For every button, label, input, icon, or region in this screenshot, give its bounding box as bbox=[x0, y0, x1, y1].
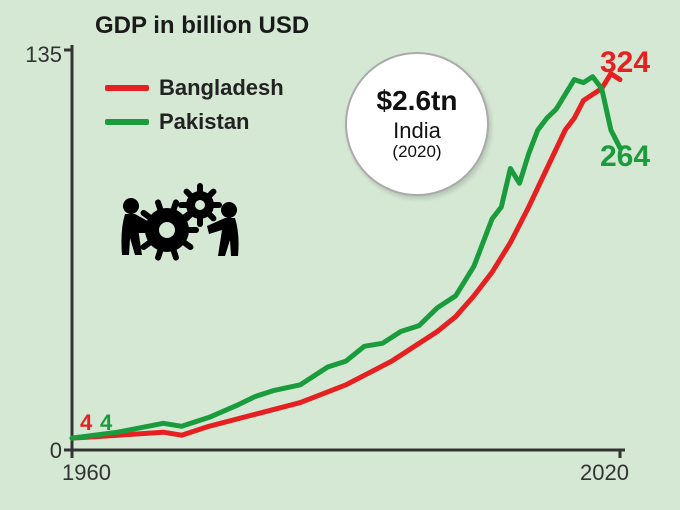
workers-gears-icon bbox=[105, 170, 255, 280]
start-label-bangladesh: 4 bbox=[80, 410, 92, 436]
y-tick-max: 135 bbox=[12, 42, 62, 68]
x-tick-max: 2020 bbox=[580, 460, 629, 486]
legend-item-bangladesh: Bangladesh bbox=[105, 75, 284, 101]
callout-sublabel: (2020) bbox=[392, 143, 441, 162]
legend-label-pakistan: Pakistan bbox=[159, 109, 250, 135]
india-callout: $2.6tn India (2020) bbox=[345, 52, 489, 196]
legend-swatch-pakistan bbox=[105, 119, 149, 125]
legend-swatch-bangladesh bbox=[105, 85, 149, 91]
y-tick-min: 0 bbox=[12, 438, 62, 464]
end-label-bangladesh: 324 bbox=[600, 46, 650, 80]
end-label-pakistan: 264 bbox=[600, 140, 650, 174]
legend-label-bangladesh: Bangladesh bbox=[159, 75, 284, 101]
x-tick-min: 1960 bbox=[62, 460, 111, 486]
gdp-chart: GDP in billion USD 135 0 1960 2020 Bangl… bbox=[0, 0, 680, 510]
start-label-pakistan: 4 bbox=[100, 410, 112, 436]
legend-item-pakistan: Pakistan bbox=[105, 109, 284, 135]
callout-label: India bbox=[393, 119, 441, 143]
callout-value: $2.6tn bbox=[377, 86, 458, 117]
legend: Bangladesh Pakistan bbox=[105, 75, 284, 143]
